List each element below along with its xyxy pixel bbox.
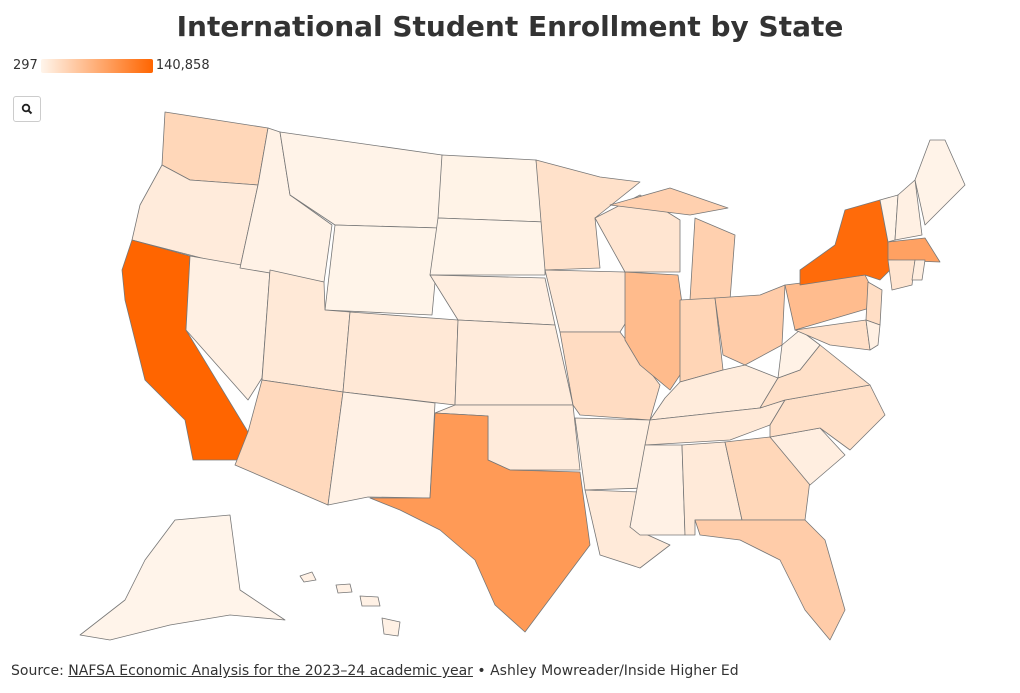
state (324, 224, 441, 316)
state (911, 259, 926, 281)
state (437, 154, 546, 223)
state (234, 379, 344, 506)
state (327, 391, 436, 506)
source-line: Source: NAFSA Economic Analysis for the … (11, 663, 739, 679)
state (359, 595, 381, 607)
state (865, 281, 883, 326)
state (887, 237, 941, 263)
state (777, 329, 821, 379)
state (689, 217, 736, 301)
legend-max-label: 140,858 (155, 58, 210, 73)
state (609, 187, 729, 216)
legend-gradient (40, 58, 153, 73)
state (299, 571, 317, 583)
state (694, 519, 846, 641)
state (799, 199, 891, 286)
source-link[interactable]: NAFSA Economic Analysis for the 2023–24 … (68, 663, 473, 679)
state (629, 444, 686, 536)
source-suffix: • Ashley Mowreader/Inside Higher Ed (477, 663, 739, 679)
search-icon (21, 103, 33, 115)
state (894, 179, 923, 241)
search-button[interactable] (13, 96, 41, 122)
state (335, 583, 353, 594)
state (454, 319, 574, 406)
state (429, 217, 546, 276)
state (79, 514, 286, 641)
state (865, 319, 881, 351)
legend: 297 140,858 (13, 58, 210, 73)
state (914, 139, 966, 226)
state (429, 274, 556, 326)
state (381, 617, 401, 637)
source-prefix: Source: (11, 663, 64, 679)
chart-title: International Student Enrollment by Stat… (176, 10, 844, 43)
state (342, 311, 459, 406)
state (624, 271, 691, 391)
state (369, 412, 591, 633)
legend-min-label: 297 (13, 58, 38, 73)
state (714, 284, 786, 366)
state (887, 259, 916, 291)
